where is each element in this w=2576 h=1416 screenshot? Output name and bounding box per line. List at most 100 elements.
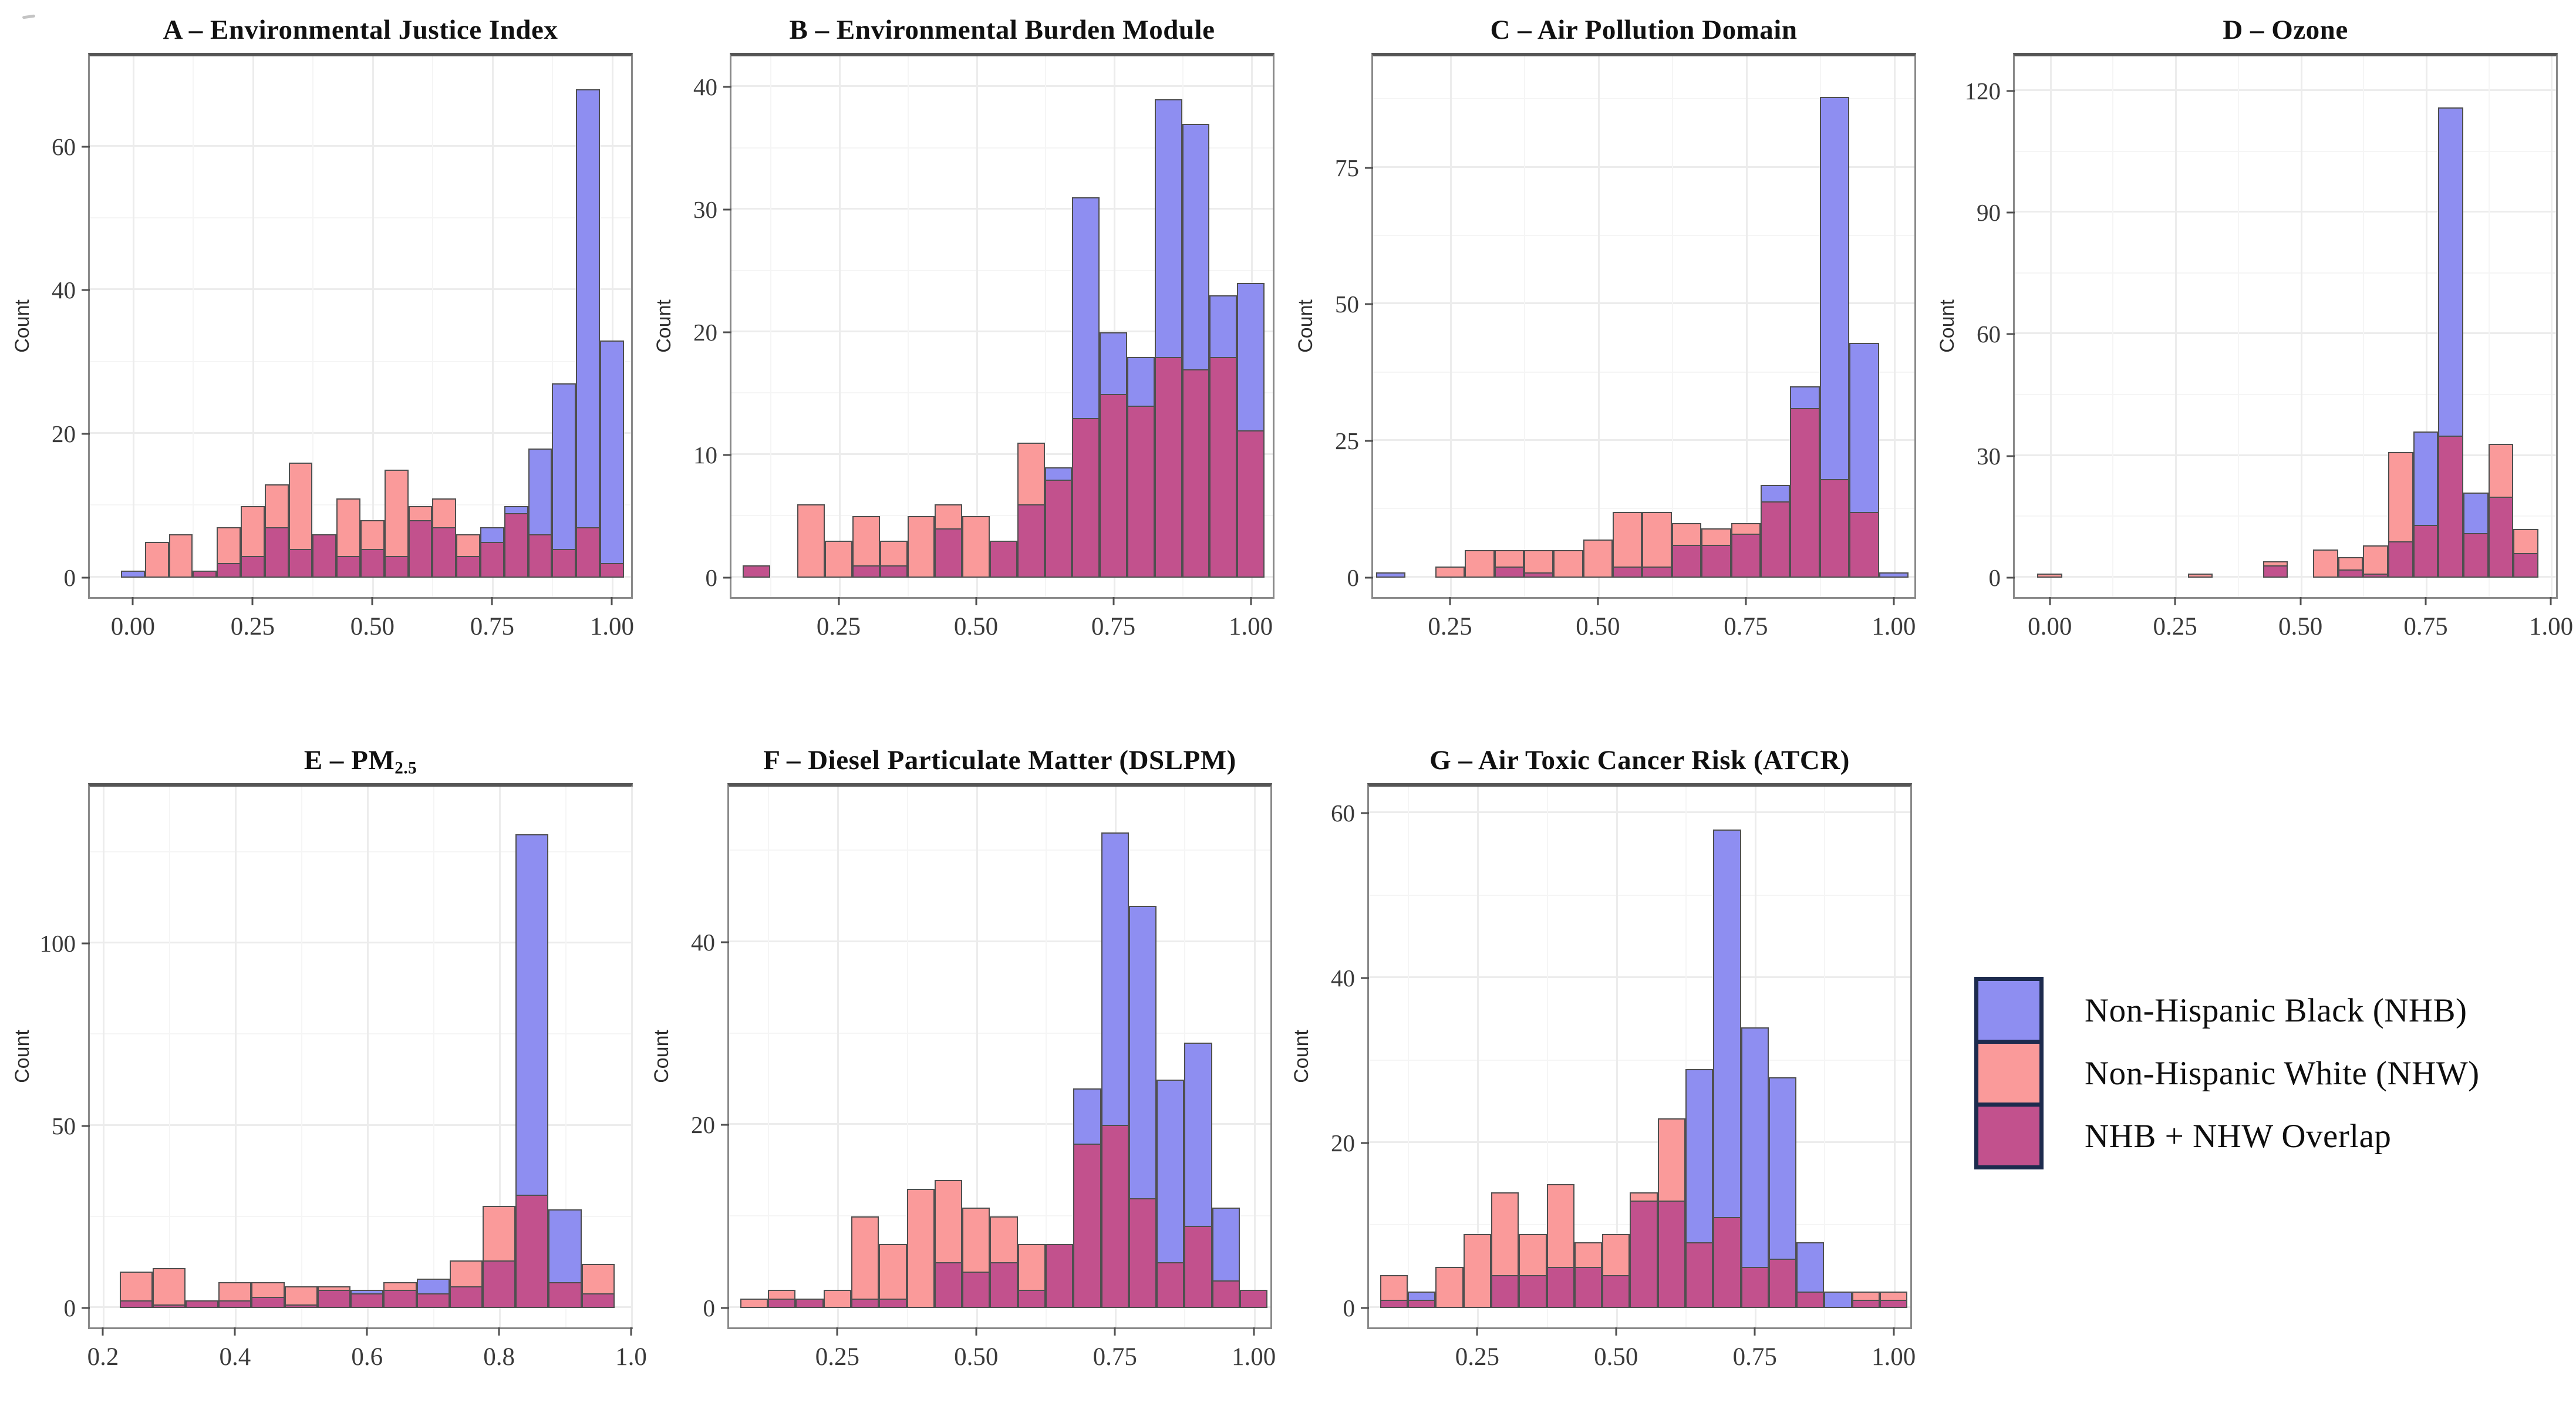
- x-tick-label: 1.0: [615, 1343, 647, 1371]
- legend-item-overlap: NHB + NHW Overlap: [2085, 1103, 2480, 1169]
- x-tick-label: 0.25: [1455, 1343, 1500, 1371]
- legend-swatch-overlap: [1974, 1103, 2044, 1169]
- panel-pm25: E – PM2.5 Count 0 50 100 0.2 0.4 0.6 0.8 1.0: [0, 741, 647, 1405]
- gridline-y-major: [90, 288, 631, 291]
- gridline-y-major: [1369, 976, 1910, 979]
- x-tick-mark: [1253, 1327, 1255, 1336]
- x-tick-mark: [2174, 597, 2176, 605]
- histogram-bar-overlap: [1602, 1275, 1630, 1308]
- histogram-bar-overlap: [1819, 479, 1850, 578]
- histogram-bar-nhw: [1583, 539, 1613, 578]
- x-tick-mark: [1893, 597, 1895, 605]
- gridline-x-minor: [552, 56, 554, 597]
- gridline-x-major: [2049, 56, 2052, 597]
- x-tick-label: 0.75: [1093, 1343, 1137, 1371]
- y-tick-label: 75: [1335, 154, 1359, 181]
- histogram-bar-overlap: [1849, 512, 1879, 578]
- y-tick-label: 0: [63, 564, 76, 591]
- histogram-bar-overlap: [1546, 1266, 1574, 1308]
- histogram-bar-overlap: [218, 1300, 252, 1308]
- y-axis-title: Count: [11, 1029, 33, 1083]
- y-tick-mark: [1361, 1307, 1369, 1309]
- y-tick-label: 0: [1343, 1294, 1356, 1321]
- panel-title: F – Diesel Particulate Matter (DSLPM): [727, 744, 1272, 778]
- gridline-y-major: [731, 331, 1273, 333]
- y-tick-label: 60: [1977, 321, 2001, 348]
- gridline-x-minor: [301, 787, 302, 1327]
- histogram-bar-overlap: [1741, 1266, 1769, 1308]
- histogram-bar-overlap: [416, 1293, 450, 1308]
- gridline-x-major: [838, 56, 841, 597]
- histogram-bar-overlap: [1073, 1143, 1101, 1308]
- x-tick-label: 1.00: [1872, 1343, 1916, 1371]
- gridline-y-minor: [729, 1215, 1270, 1217]
- gridline-x-major: [252, 56, 255, 597]
- plot-area: 0 20 40 60 0.25 0.50 0.75 1.00: [1331, 783, 1916, 1371]
- x-tick-mark: [251, 597, 254, 605]
- y-tick-mark: [1365, 167, 1373, 169]
- gridline-y-minor: [1373, 508, 1914, 510]
- y-tick-label: 60: [52, 133, 76, 160]
- gridline-x-major: [1616, 787, 1618, 1327]
- histogram-bar-overlap: [576, 527, 600, 578]
- histogram-bar-nhb: [1879, 572, 1909, 578]
- gridline-x-minor: [433, 787, 434, 1327]
- panel-title-text: E – PM: [304, 745, 395, 776]
- panel-environmental-burden-module: B – Environmental Burden Module Count 0 1…: [642, 11, 1286, 675]
- histogram-bar-nhw: [1463, 1233, 1492, 1308]
- histogram-bar-nhw: [144, 541, 169, 578]
- y-tick-label: 30: [1977, 442, 2001, 470]
- histogram-bar-overlap: [1209, 356, 1238, 578]
- plot-area: 0 10 20 30 40 0.25 0.50 0.75 1.00: [693, 53, 1274, 640]
- histogram-bar-overlap: [1613, 567, 1643, 578]
- gridline-x-major: [631, 787, 633, 1327]
- gridline-y-minor: [1369, 1059, 1910, 1061]
- gridline-x-major: [367, 787, 369, 1327]
- histogram-bar-overlap: [1239, 1289, 1268, 1308]
- y-tick-label: 25: [1335, 427, 1359, 455]
- x-tick-mark: [498, 1327, 500, 1336]
- panel-environmental-justice-index: A – Environmental Justice Index Count 0 2…: [0, 11, 644, 675]
- gridline-y-major: [731, 208, 1273, 210]
- histogram-bar-overlap: [1761, 501, 1791, 578]
- y-tick-label: 0: [705, 564, 718, 591]
- histogram-bar-nhw: [2187, 573, 2213, 578]
- histogram-bar-nhw: [851, 1216, 879, 1308]
- panel-air-pollution-domain: C – Air Pollution Domain Count 0 25 50 75 0.…: [1283, 11, 1927, 675]
- histogram-bar-overlap: [1044, 479, 1073, 578]
- histogram-bar-overlap: [1101, 1125, 1129, 1308]
- histogram-bar-overlap: [504, 513, 528, 578]
- x-tick-mark: [1250, 597, 1252, 605]
- legend: Non-Hispanic Black (NHB) Non-Hispanic Wh…: [1932, 741, 2566, 1405]
- histogram-bar-overlap: [449, 1286, 483, 1308]
- histogram-bar-overlap: [1523, 572, 1554, 578]
- gridline-y-major: [729, 1123, 1270, 1125]
- gridline-y-major: [90, 1124, 631, 1126]
- panel-title-text: C – Air Pollution Domain: [1490, 15, 1798, 45]
- x-tick-mark: [132, 597, 134, 605]
- y-tick-label: 40: [693, 73, 717, 101]
- gridline-x-major: [1449, 56, 1452, 597]
- histogram-bar-overlap: [1642, 567, 1672, 578]
- y-tick-label: 20: [1331, 1130, 1355, 1157]
- gridline-y-major: [1373, 302, 1914, 305]
- histogram-bar-overlap: [350, 1293, 384, 1308]
- histogram-bar-overlap: [1494, 567, 1524, 578]
- histogram-bar-overlap: [456, 556, 480, 578]
- gridline-y-major: [2015, 454, 2556, 456]
- histogram-bar-overlap: [1154, 356, 1182, 578]
- histogram-bar-overlap: [2388, 541, 2413, 578]
- histogram-bar-nhw: [906, 1189, 935, 1308]
- y-axis-title: Count: [1936, 299, 1958, 353]
- gridline-x-minor: [2363, 56, 2365, 597]
- histogram-bar-overlap: [251, 1297, 285, 1308]
- histogram-bar-overlap: [1657, 1201, 1685, 1308]
- y-tick-mark: [82, 433, 90, 435]
- legend-item-nhb: Non-Hispanic Black (NHB): [2085, 977, 2480, 1044]
- histogram-bar-overlap: [2413, 525, 2439, 578]
- y-tick-mark: [2007, 211, 2015, 214]
- legend-swatch-nhw: [1974, 1040, 2044, 1107]
- y-tick-label: 50: [1335, 291, 1359, 318]
- y-axis-title: Count: [1294, 299, 1317, 353]
- gridline-x-minor: [1671, 56, 1673, 597]
